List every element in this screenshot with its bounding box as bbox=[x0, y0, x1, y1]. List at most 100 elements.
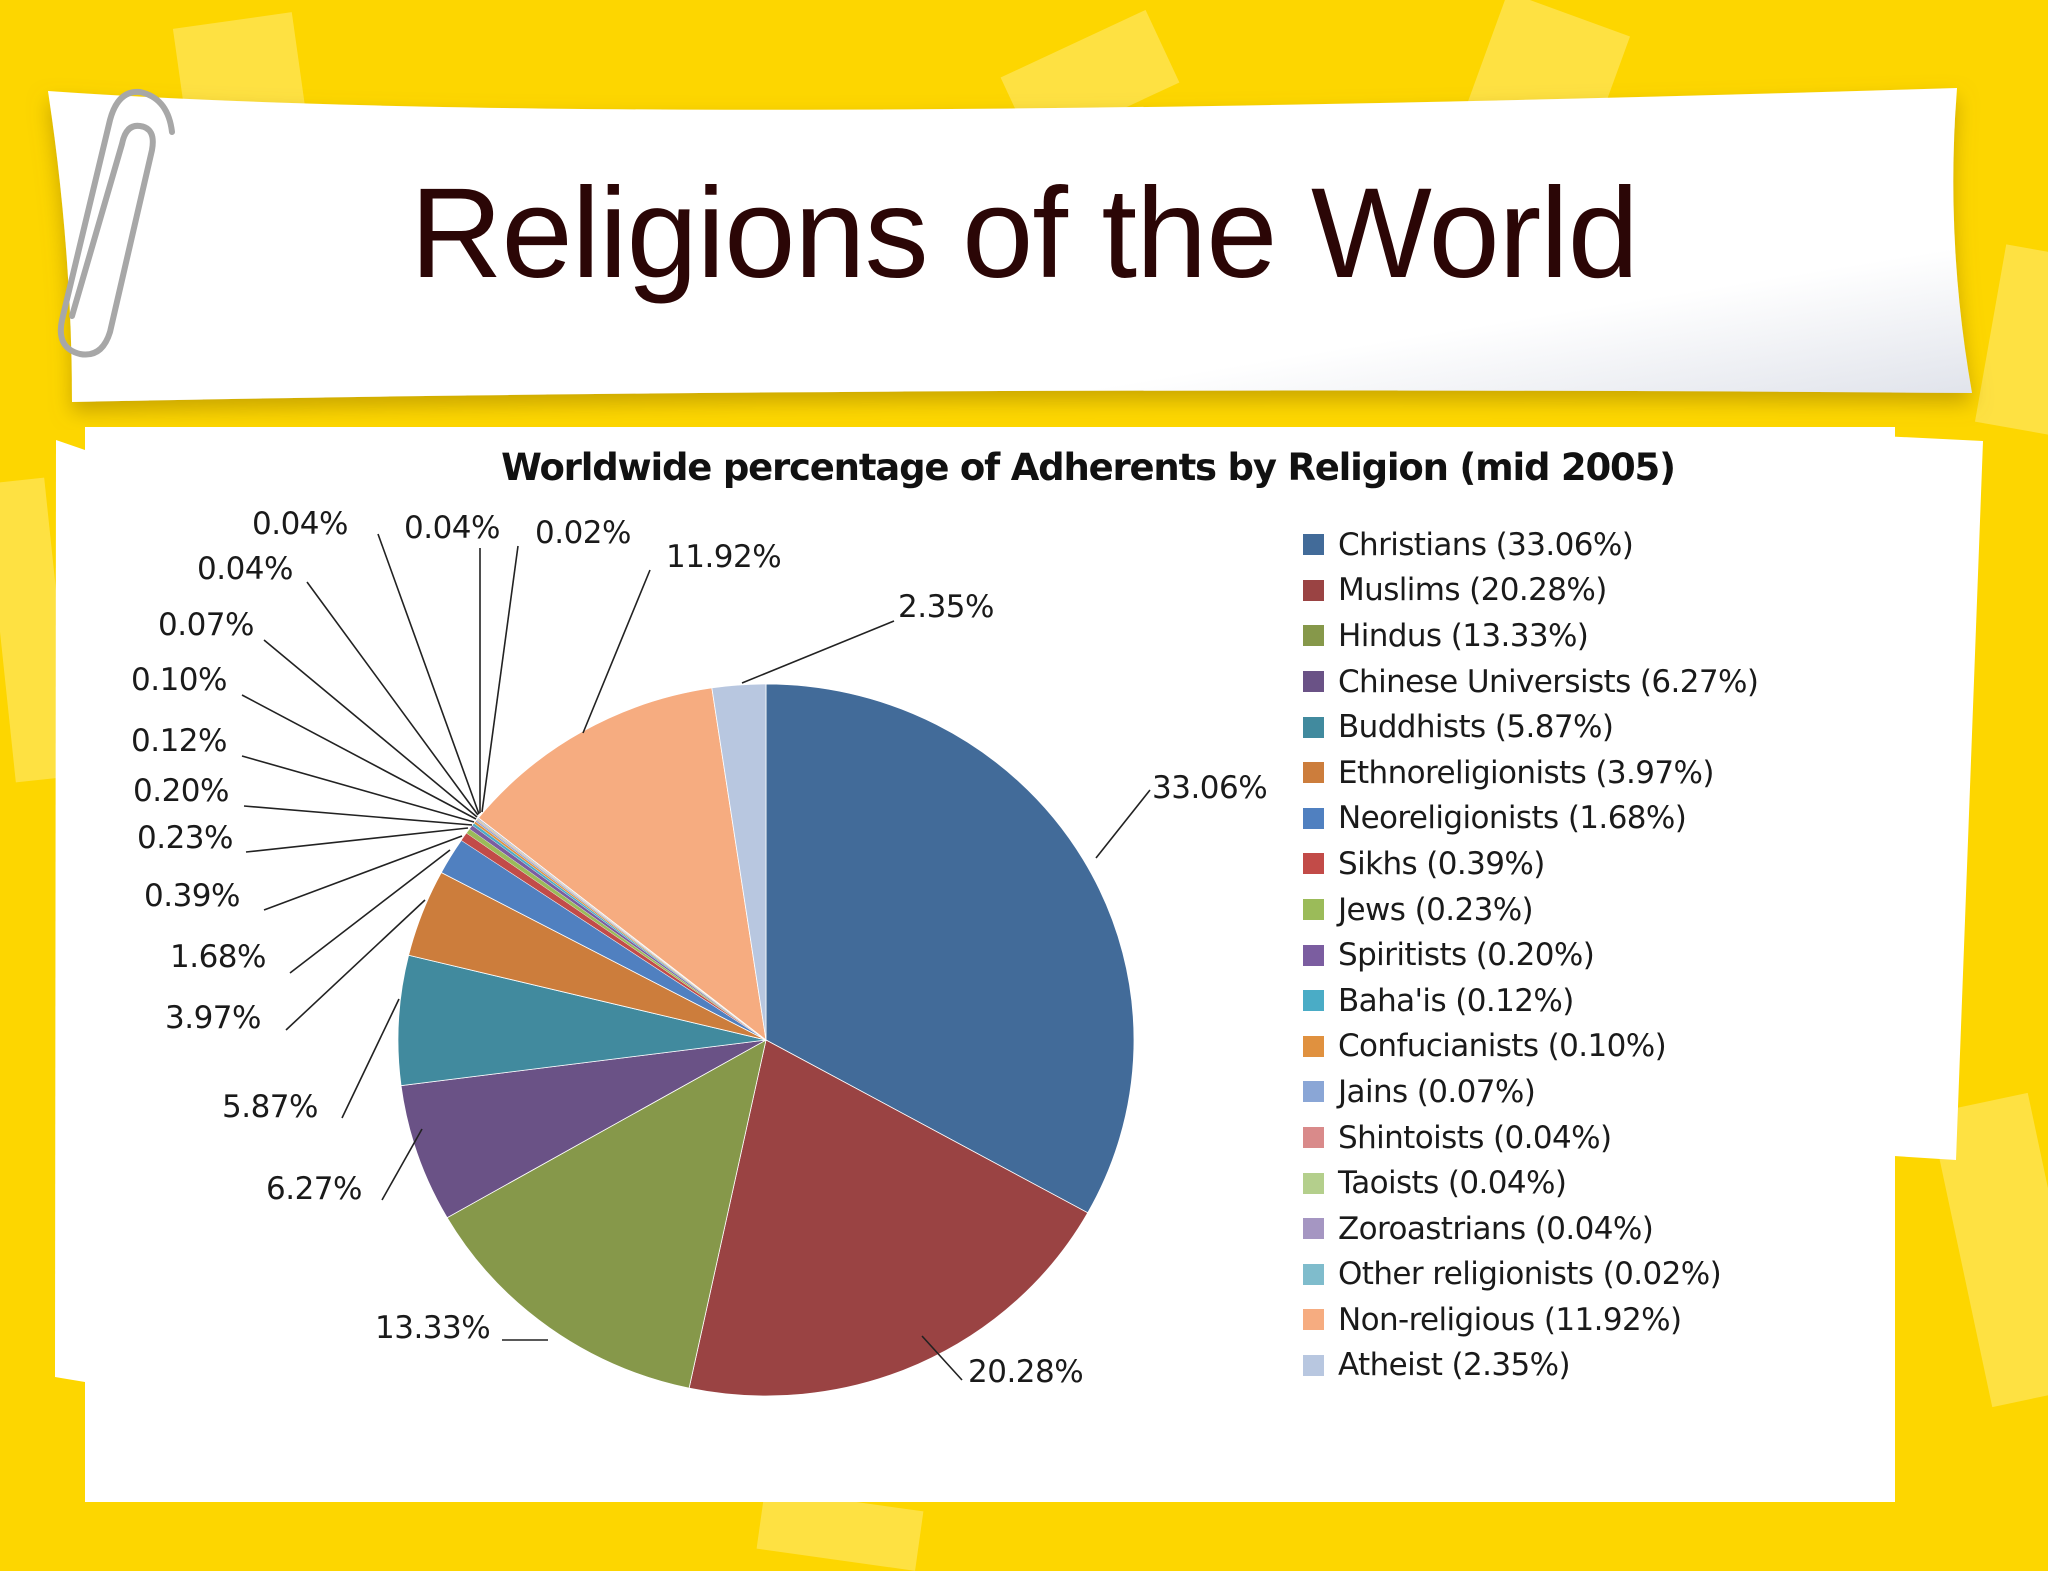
pie-slice bbox=[446, 1039, 767, 1389]
data-label: 33.06% bbox=[1152, 770, 1268, 806]
data-label: 0.23% bbox=[137, 820, 233, 856]
legend-label: Atheist (2.35%) bbox=[1338, 1347, 1571, 1384]
legend-item: Taoists (0.04%) bbox=[1303, 1160, 1758, 1206]
legend-swatch-icon bbox=[1303, 1218, 1324, 1240]
legend-swatch-icon bbox=[1303, 1035, 1324, 1057]
data-label: 2.35% bbox=[898, 589, 994, 625]
legend-swatch-icon bbox=[1303, 716, 1324, 738]
leader-line bbox=[245, 827, 469, 853]
legend-item: Jews (0.23%) bbox=[1303, 887, 1758, 933]
pie-chart bbox=[241, 533, 1151, 1397]
data-label: 0.39% bbox=[144, 878, 240, 914]
legend-label: Zoroastrians (0.04%) bbox=[1338, 1210, 1654, 1247]
legend-swatch-icon bbox=[1303, 625, 1324, 647]
legend-item: Muslims (20.28%) bbox=[1303, 568, 1758, 614]
leader-line bbox=[582, 569, 651, 734]
legend-swatch-icon bbox=[1303, 671, 1324, 693]
leader-line bbox=[1095, 789, 1151, 859]
legend-item: Jains (0.07%) bbox=[1303, 1069, 1758, 1115]
legend-swatch-icon bbox=[1303, 944, 1324, 966]
data-label: 13.33% bbox=[375, 1310, 491, 1346]
data-label: 0.07% bbox=[158, 607, 254, 643]
data-label: 0.04% bbox=[197, 551, 293, 587]
legend-label: Sikhs (0.39%) bbox=[1338, 845, 1545, 882]
leader-line bbox=[741, 620, 895, 684]
legend-swatch-icon bbox=[1303, 1309, 1324, 1331]
legend-label: Jains (0.07%) bbox=[1338, 1073, 1536, 1110]
leader-line bbox=[481, 545, 519, 813]
legend-label: Buddhists (5.87%) bbox=[1338, 709, 1614, 746]
legend-item: Spiritists (0.20%) bbox=[1303, 932, 1758, 978]
legend-item: Ethnoreligionists (3.97%) bbox=[1303, 750, 1758, 796]
legend-item: Zoroastrians (0.04%) bbox=[1303, 1206, 1758, 1252]
data-label: 5.87% bbox=[222, 1089, 318, 1125]
legend-swatch-icon bbox=[1303, 1127, 1324, 1149]
pie-slice bbox=[397, 954, 767, 1087]
data-label: 0.04% bbox=[252, 506, 348, 542]
legend-swatch-icon bbox=[1303, 762, 1324, 784]
paperclip-icon bbox=[57, 88, 175, 358]
legend-swatch-icon bbox=[1303, 1354, 1324, 1376]
legend-label: Taoists (0.04%) bbox=[1338, 1165, 1567, 1202]
legend-label: Baha'is (0.12%) bbox=[1338, 982, 1574, 1019]
leader-line bbox=[289, 849, 451, 974]
leader-line bbox=[243, 805, 473, 826]
chart-title: Worldwide percentage of Adherents by Rel… bbox=[501, 446, 1676, 489]
leader-line bbox=[241, 694, 477, 820]
legend-swatch-icon bbox=[1303, 534, 1324, 556]
data-label: 6.27% bbox=[266, 1171, 362, 1207]
legend-swatch-icon bbox=[1303, 853, 1324, 875]
leader-line bbox=[241, 755, 475, 823]
leader-line bbox=[285, 899, 426, 1031]
data-label: 0.20% bbox=[133, 773, 229, 809]
legend-swatch-icon bbox=[1303, 1172, 1324, 1194]
data-label: 11.92% bbox=[666, 539, 782, 575]
legend-label: Muslims (20.28%) bbox=[1338, 572, 1607, 609]
legend-item: Chinese Universists (6.27%) bbox=[1303, 659, 1759, 705]
legend-label: Hindus (13.33%) bbox=[1338, 617, 1589, 654]
legend-swatch-icon bbox=[1303, 1263, 1324, 1285]
legend-item: Hindus (13.33%) bbox=[1303, 613, 1758, 659]
legend-item: Neoreligionists (1.68%) bbox=[1303, 796, 1758, 842]
title-banner bbox=[48, 88, 1972, 402]
data-label: 3.97% bbox=[165, 1000, 261, 1036]
legend-label: Confucianists (0.10%) bbox=[1338, 1028, 1667, 1065]
legend-label: Other religionists (0.02%) bbox=[1338, 1256, 1722, 1293]
legend-swatch-icon bbox=[1303, 1081, 1324, 1103]
legend-swatch-icon bbox=[1303, 579, 1324, 601]
leader-line bbox=[263, 835, 463, 911]
legend-label: Ethnoreligionists (3.97%) bbox=[1338, 754, 1714, 791]
data-label: 20.28% bbox=[968, 1354, 1084, 1390]
leader-line bbox=[377, 533, 480, 815]
pie-slice bbox=[765, 683, 1135, 1214]
data-label: 0.10% bbox=[131, 662, 227, 698]
legend-item: Shintoists (0.04%) bbox=[1303, 1115, 1758, 1161]
leader-line bbox=[921, 1335, 963, 1381]
legend-item: Non-religious (11.92%) bbox=[1303, 1297, 1758, 1343]
legend-label: Christians (33.06%) bbox=[1338, 526, 1634, 563]
legend-label: Spiritists (0.20%) bbox=[1338, 937, 1595, 974]
pie-slice bbox=[477, 687, 767, 1041]
leader-line bbox=[381, 1128, 423, 1201]
legend-item: Sikhs (0.39%) bbox=[1303, 841, 1758, 887]
data-label: 0.12% bbox=[131, 723, 227, 759]
pie-slice bbox=[688, 1039, 1089, 1397]
legend-item: Confucianists (0.10%) bbox=[1303, 1024, 1758, 1070]
data-label: 1.68% bbox=[170, 939, 266, 975]
pie-slice bbox=[711, 683, 767, 1041]
legend-swatch-icon bbox=[1303, 990, 1324, 1012]
legend-item: Baha'is (0.12%) bbox=[1303, 978, 1758, 1024]
legend-swatch-icon bbox=[1303, 899, 1324, 921]
data-label: 0.02% bbox=[535, 515, 631, 551]
legend-label: Neoreligionists (1.68%) bbox=[1338, 800, 1687, 837]
legend-label: Non-religious (11.92%) bbox=[1338, 1301, 1682, 1338]
leader-line bbox=[306, 581, 479, 816]
legend-item: Buddhists (5.87%) bbox=[1303, 704, 1758, 750]
legend-item: Christians (33.06%) bbox=[1303, 522, 1758, 568]
legend-item: Atheist (2.35%) bbox=[1303, 1343, 1758, 1389]
pie-slice bbox=[400, 1039, 767, 1219]
chart-legend: Christians (33.06%) Muslims (20.28%) Hindu… bbox=[1303, 522, 1759, 1389]
legend-label: Shintoists (0.04%) bbox=[1338, 1119, 1612, 1156]
leader-line bbox=[341, 998, 400, 1119]
legend-item: Other religionists (0.02%) bbox=[1303, 1252, 1758, 1298]
